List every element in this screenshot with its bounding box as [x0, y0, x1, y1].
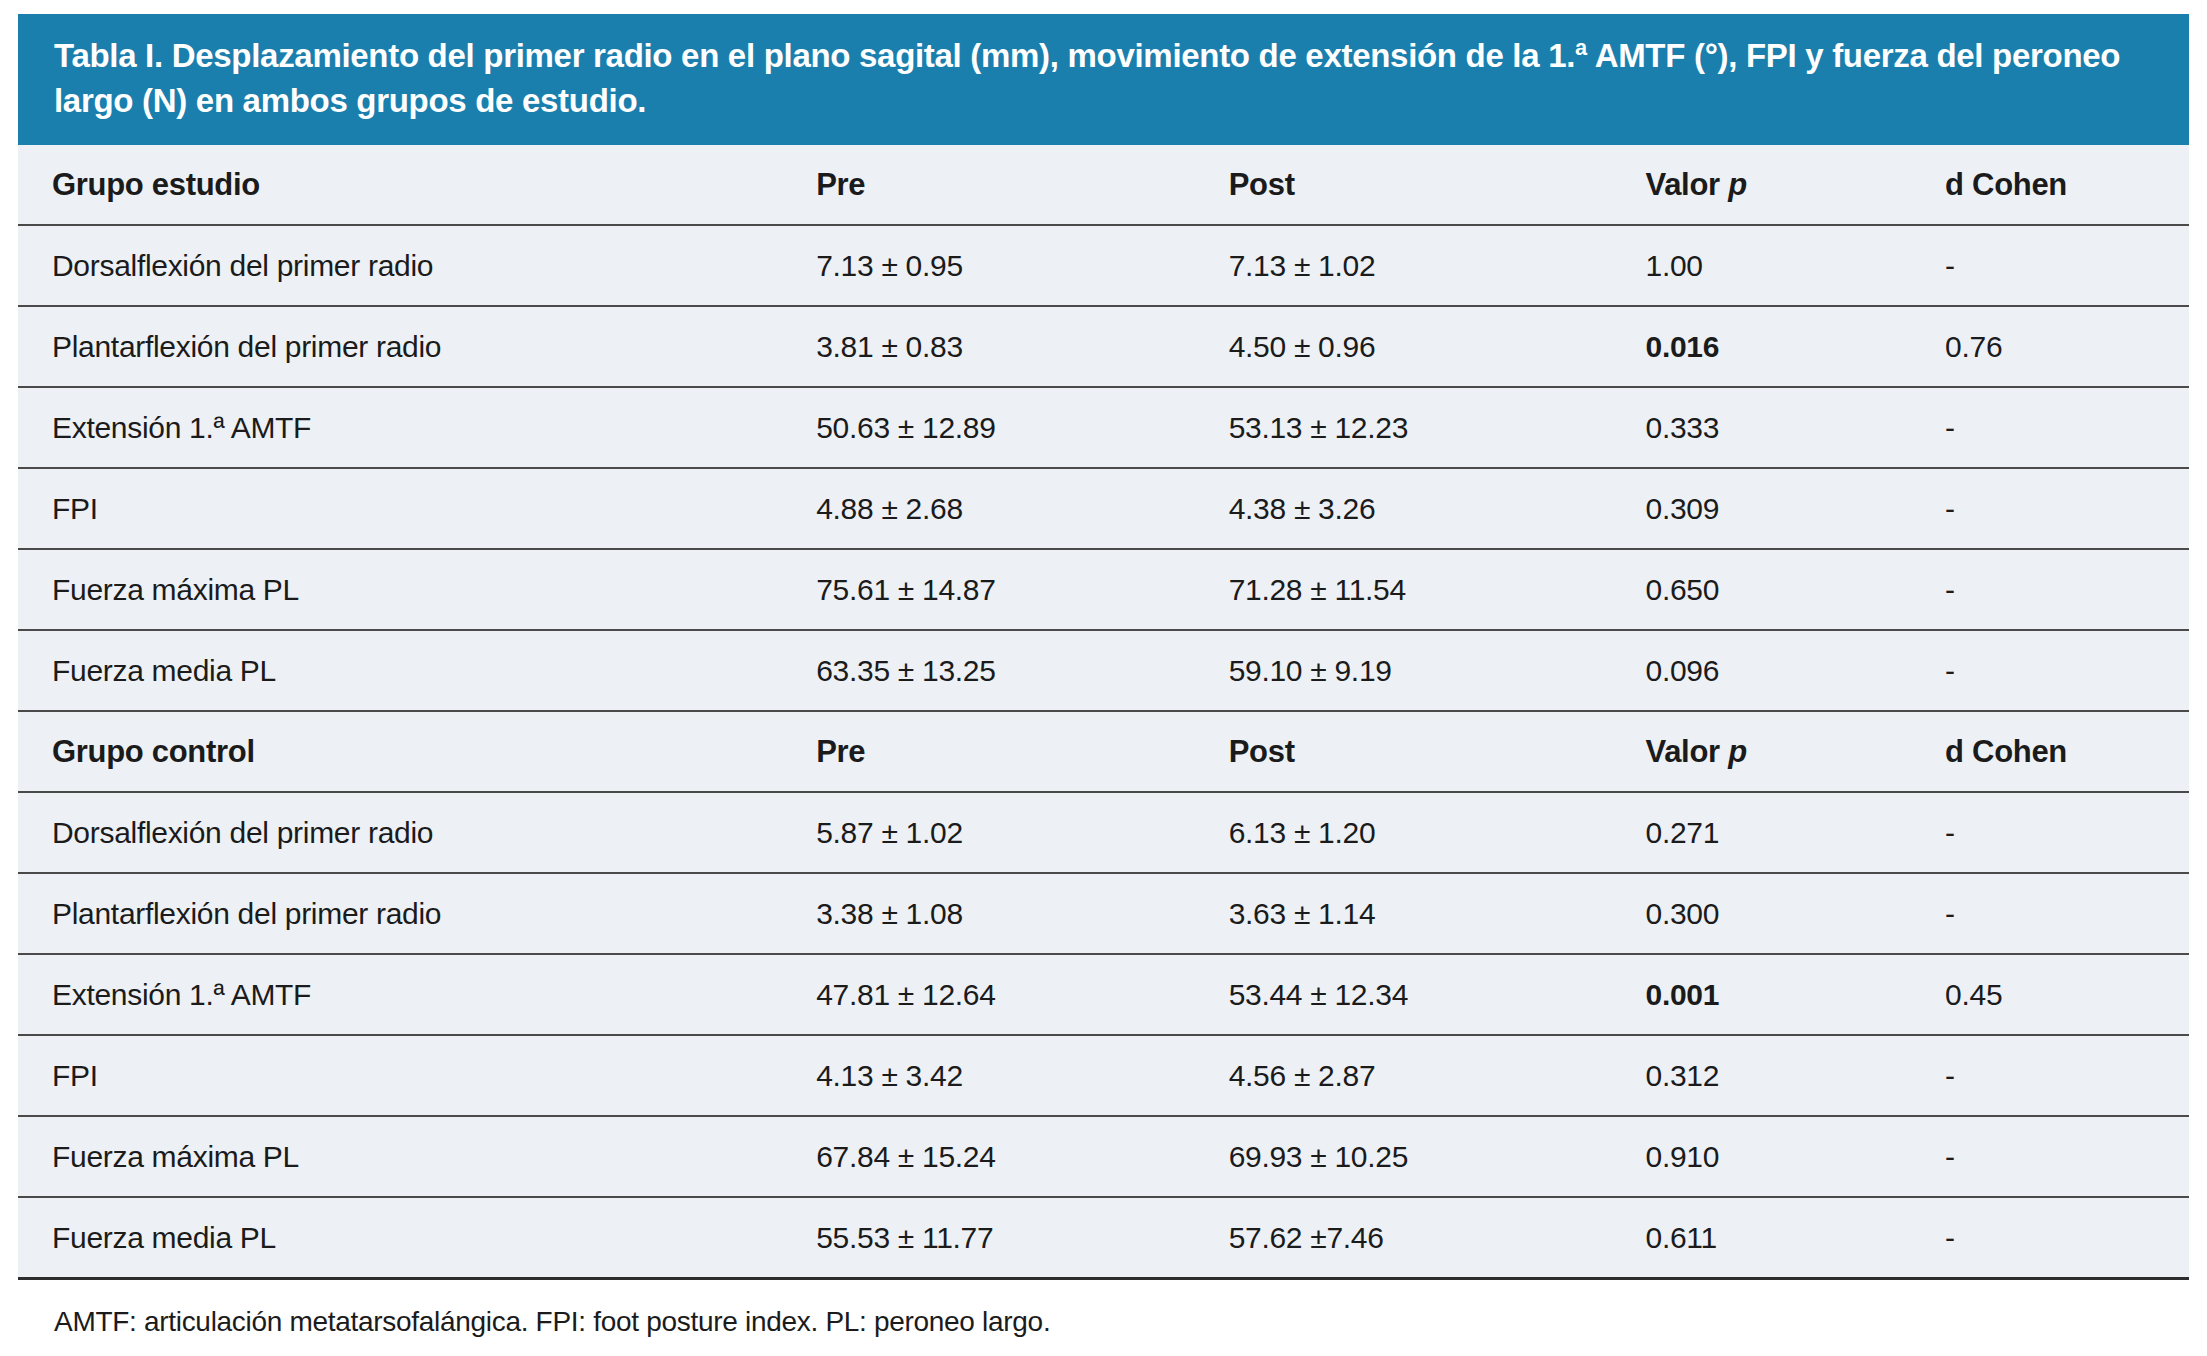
row-label-cell: Extensión 1.ª AMTF: [18, 954, 782, 1035]
pre-value-cell: 67.84 ± 15.24: [782, 1116, 1194, 1197]
d-cohen-cell: 0.76: [1911, 306, 2189, 387]
p-value-cell: 0.312: [1612, 1035, 1912, 1116]
row-label-cell: FPI: [18, 1035, 782, 1116]
post-value-cell: 59.10 ± 9.19: [1195, 630, 1612, 711]
table-title: Tabla I. Desplazamiento del primer radio…: [54, 37, 2120, 119]
d-cohen-cell: -: [1911, 1197, 2189, 1279]
results-table-body: Grupo estudioPrePostValor pd CohenDorsal…: [18, 145, 2189, 1279]
table-title-banner: Tabla I. Desplazamiento del primer radio…: [18, 14, 2189, 145]
d-cohen-cell: -: [1911, 630, 2189, 711]
row-label-cell: Fuerza máxima PL: [18, 549, 782, 630]
row-label-cell: Fuerza media PL: [18, 630, 782, 711]
post-value-cell: 53.44 ± 12.34: [1195, 954, 1612, 1035]
p-value-cell: 0.016: [1612, 306, 1912, 387]
p-symbol-italic: p: [1728, 167, 1747, 202]
post-value-cell: 69.93 ± 10.25: [1195, 1116, 1612, 1197]
post-value-cell: 57.62 ±7.46: [1195, 1197, 1612, 1279]
p-value-cell: 0.309: [1612, 468, 1912, 549]
pre-value-cell: 47.81 ± 12.64: [782, 954, 1194, 1035]
table-row: FPI4.88 ± 2.684.38 ± 3.260.309-: [18, 468, 2189, 549]
d-cohen-cell: -: [1911, 549, 2189, 630]
p-value-cell: 1.00: [1612, 225, 1912, 306]
post-value-cell: 4.56 ± 2.87: [1195, 1035, 1612, 1116]
d-cohen-cell: 0.45: [1911, 954, 2189, 1035]
col-header-valor-p: Valor p: [1612, 711, 1912, 792]
pre-value-cell: 3.81 ± 0.83: [782, 306, 1194, 387]
pre-value-cell: 3.38 ± 1.08: [782, 873, 1194, 954]
col-header-post: Post: [1195, 711, 1612, 792]
table-row: Fuerza máxima PL75.61 ± 14.8771.28 ± 11.…: [18, 549, 2189, 630]
post-value-cell: 4.38 ± 3.26: [1195, 468, 1612, 549]
table-row: Dorsalflexión del primer radio7.13 ± 0.9…: [18, 225, 2189, 306]
p-value-cell: 0.333: [1612, 387, 1912, 468]
results-table: Grupo estudioPrePostValor pd CohenDorsal…: [18, 145, 2189, 1280]
post-value-cell: 4.50 ± 0.96: [1195, 306, 1612, 387]
group-header-row: Grupo estudioPrePostValor pd Cohen: [18, 145, 2189, 225]
table-row: Dorsalflexión del primer radio5.87 ± 1.0…: [18, 792, 2189, 873]
page: Tabla I. Desplazamiento del primer radio…: [0, 0, 2207, 1356]
d-cohen-cell: -: [1911, 792, 2189, 873]
row-label-cell: Dorsalflexión del primer radio: [18, 792, 782, 873]
post-value-cell: 71.28 ± 11.54: [1195, 549, 1612, 630]
pre-value-cell: 50.63 ± 12.89: [782, 387, 1194, 468]
p-value-cell: 0.001: [1612, 954, 1912, 1035]
table-row: Fuerza máxima PL67.84 ± 15.2469.93 ± 10.…: [18, 1116, 2189, 1197]
pre-value-cell: 4.88 ± 2.68: [782, 468, 1194, 549]
d-cohen-cell: -: [1911, 1116, 2189, 1197]
col-header-pre: Pre: [782, 145, 1194, 225]
table-row: Plantarflexión del primer radio3.38 ± 1.…: [18, 873, 2189, 954]
pre-value-cell: 63.35 ± 13.25: [782, 630, 1194, 711]
group-name-cell: Grupo control: [18, 711, 782, 792]
group-header-row: Grupo controlPrePostValor pd Cohen: [18, 711, 2189, 792]
d-cohen-cell: -: [1911, 1035, 2189, 1116]
row-label-cell: Fuerza máxima PL: [18, 1116, 782, 1197]
post-value-cell: 3.63 ± 1.14: [1195, 873, 1612, 954]
post-value-cell: 53.13 ± 12.23: [1195, 387, 1612, 468]
row-label-cell: Dorsalflexión del primer radio: [18, 225, 782, 306]
col-header-valor-p: Valor p: [1612, 145, 1912, 225]
col-header-pre: Pre: [782, 711, 1194, 792]
pre-value-cell: 4.13 ± 3.42: [782, 1035, 1194, 1116]
post-value-cell: 7.13 ± 1.02: [1195, 225, 1612, 306]
col-header-d-cohen: d Cohen: [1911, 711, 2189, 792]
post-value-cell: 6.13 ± 1.20: [1195, 792, 1612, 873]
table-row: Extensión 1.ª AMTF50.63 ± 12.8953.13 ± 1…: [18, 387, 2189, 468]
row-label-cell: Extensión 1.ª AMTF: [18, 387, 782, 468]
abbreviations-footnote: AMTF: articulación metatarsofalángica. F…: [18, 1280, 2189, 1338]
group-name-cell: Grupo estudio: [18, 145, 782, 225]
p-value-cell: 0.611: [1612, 1197, 1912, 1279]
p-value-cell: 0.096: [1612, 630, 1912, 711]
col-header-post: Post: [1195, 145, 1612, 225]
p-value-cell: 0.271: [1612, 792, 1912, 873]
p-value-cell: 0.910: [1612, 1116, 1912, 1197]
pre-value-cell: 7.13 ± 0.95: [782, 225, 1194, 306]
p-value-cell: 0.650: [1612, 549, 1912, 630]
row-label-cell: Plantarflexión del primer radio: [18, 306, 782, 387]
row-label-cell: FPI: [18, 468, 782, 549]
d-cohen-cell: -: [1911, 225, 2189, 306]
col-header-d-cohen: d Cohen: [1911, 145, 2189, 225]
d-cohen-cell: -: [1911, 387, 2189, 468]
d-cohen-cell: -: [1911, 468, 2189, 549]
row-label-cell: Fuerza media PL: [18, 1197, 782, 1279]
p-symbol-italic: p: [1728, 734, 1747, 769]
pre-value-cell: 55.53 ± 11.77: [782, 1197, 1194, 1279]
pre-value-cell: 5.87 ± 1.02: [782, 792, 1194, 873]
table-row: Extensión 1.ª AMTF47.81 ± 12.6453.44 ± 1…: [18, 954, 2189, 1035]
p-value-cell: 0.300: [1612, 873, 1912, 954]
d-cohen-cell: -: [1911, 873, 2189, 954]
table-row: Fuerza media PL55.53 ± 11.7757.62 ±7.460…: [18, 1197, 2189, 1279]
pre-value-cell: 75.61 ± 14.87: [782, 549, 1194, 630]
row-label-cell: Plantarflexión del primer radio: [18, 873, 782, 954]
table-row: FPI4.13 ± 3.424.56 ± 2.870.312-: [18, 1035, 2189, 1116]
table-row: Fuerza media PL63.35 ± 13.2559.10 ± 9.19…: [18, 630, 2189, 711]
table-row: Plantarflexión del primer radio3.81 ± 0.…: [18, 306, 2189, 387]
